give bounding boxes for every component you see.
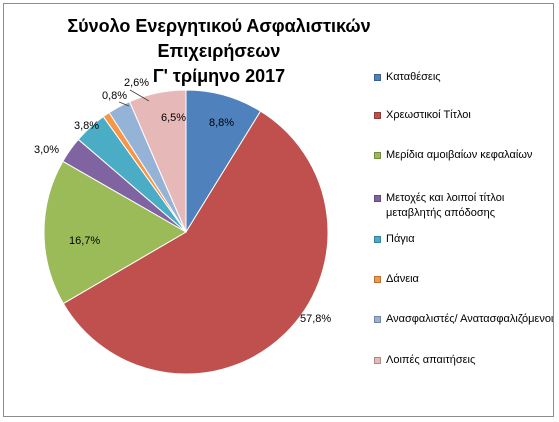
chart-title: Σύνολο Ενεργητικού Ασφαλιστικών Επιχειρή… xyxy=(4,14,434,89)
chart-frame: Σύνολο Ενεργητικού Ασφαλιστικών Επιχειρή… xyxy=(3,3,554,417)
legend-label: Πάγια xyxy=(386,233,415,245)
data-label: 6,5% xyxy=(161,112,186,124)
legend-label: Μετοχές και λοιποί τίτλοι μεταβλητής από… xyxy=(386,192,505,219)
legend-swatch xyxy=(374,74,381,81)
chart-title-line: Σύνολο Ενεργητικού Ασφαλιστικών Επιχειρή… xyxy=(67,16,371,61)
legend-label: Χρεωστικοί Τίτλοι xyxy=(386,109,471,121)
pie-chart: 8,8% 57,8% 16,7% 3,0% 3,8% 0,8%2,6% 6,5% xyxy=(34,77,331,375)
data-label: 8,8% xyxy=(209,117,234,129)
data-label: 16,7% xyxy=(69,235,100,247)
chart-subtitle-line: Γ' τρίμηνο 2017 xyxy=(152,66,286,86)
legend-label: Μερίδια αμοιβαίων κεφαλαίων xyxy=(386,149,533,161)
legend-label: Καταθέσεις xyxy=(386,71,441,83)
legend-swatch xyxy=(374,276,381,283)
legend-swatch xyxy=(374,236,381,243)
pie-slice xyxy=(62,110,329,375)
leader-line xyxy=(118,101,130,107)
legend-label: Λοιπές απαιτήσεις xyxy=(386,354,476,366)
data-label: 2,6% xyxy=(124,77,149,89)
leader-line xyxy=(129,89,150,102)
data-label: 3,0% xyxy=(34,144,59,156)
legend-swatch xyxy=(374,357,381,364)
data-label: 0,8% xyxy=(102,90,127,102)
legend-swatch xyxy=(374,195,381,202)
legend-swatch xyxy=(374,112,381,119)
data-label: 57,8% xyxy=(300,313,331,325)
legend-swatch xyxy=(374,152,381,159)
legend-label: Ανασφαλιστές/ Ανατασφαλιζόμενοι xyxy=(386,313,554,325)
legend-swatch xyxy=(374,316,381,323)
legend-label: Δάνεια xyxy=(386,273,419,285)
pie-slice xyxy=(128,89,187,233)
data-label: 3,8% xyxy=(74,120,99,132)
pie-slice xyxy=(43,160,187,305)
